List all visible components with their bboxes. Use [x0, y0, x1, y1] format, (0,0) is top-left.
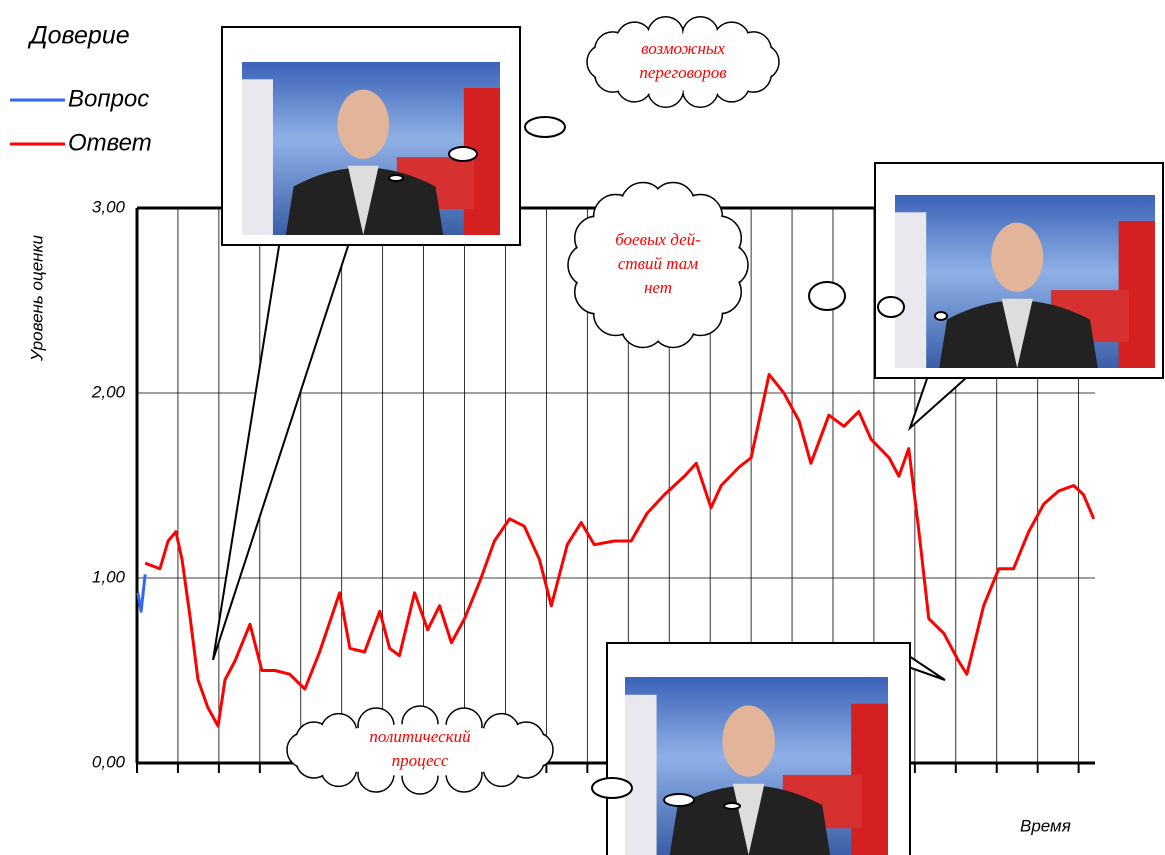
legend-label: Вопрос [68, 85, 149, 112]
thought-bubble [448, 146, 478, 162]
photo-shirt [347, 165, 379, 235]
line-series [136, 574, 147, 613]
annotation: нет [644, 278, 672, 297]
photo-flag [625, 694, 657, 855]
annotation: переговоров [639, 63, 727, 82]
thought-bubble [877, 296, 905, 318]
thought-bubble [388, 174, 404, 182]
thought-bubble [934, 311, 948, 321]
cloud-body [590, 203, 726, 327]
photo-flag [895, 212, 927, 368]
annotation: возможных [641, 39, 725, 58]
thought-bubble [591, 777, 633, 799]
annotation: процесс [392, 751, 449, 770]
y-tick-label: 0,00 [92, 752, 126, 771]
thought-bubble [723, 802, 741, 810]
cloud-body [305, 724, 535, 776]
x-axis-label: Время [1020, 816, 1071, 835]
legend-label: Ответ [68, 129, 152, 156]
y-tick-label: 3,00 [92, 197, 126, 216]
thought-bubble [663, 793, 695, 807]
y-tick-label: 1,00 [92, 567, 126, 586]
overlay-layer: Вопрос Ответ возможных переговоров боевых де… [10, 15, 1164, 855]
annotation: политический [369, 727, 471, 746]
photo-flag [242, 79, 273, 235]
y-axis-label: Уровень оценки [27, 234, 46, 362]
photo-face [991, 222, 1044, 292]
y-tick-label: 2,00 [91, 382, 126, 401]
annotation: ствий там [618, 254, 698, 273]
thought-bubble [524, 116, 566, 138]
line-series [144, 373, 1096, 728]
thought-bubble [808, 281, 846, 311]
annotation: боевых дей- [615, 230, 701, 249]
callout-tail [212, 239, 352, 661]
photo-shirt [1001, 298, 1033, 368]
photo-shirt [732, 783, 765, 855]
photo-face [337, 89, 390, 159]
cloud-body [605, 34, 761, 90]
photo-face [722, 705, 775, 777]
chart-title: Доверие [27, 22, 130, 50]
